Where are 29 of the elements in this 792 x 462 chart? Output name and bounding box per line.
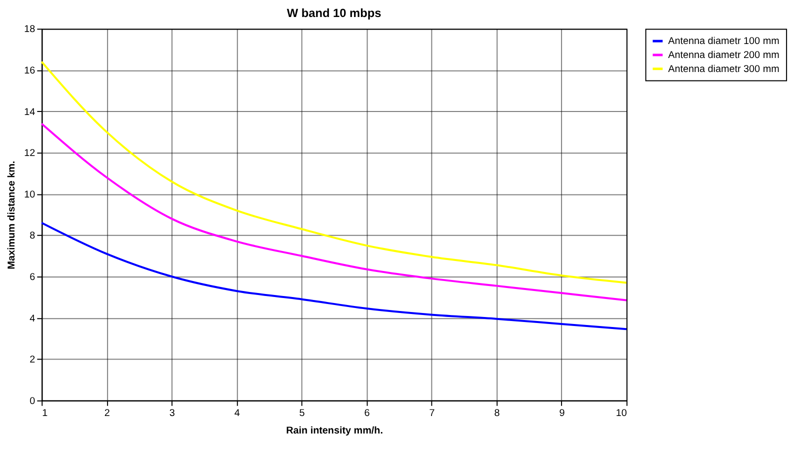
legend-label: Antenna diametr 100 mm: [668, 36, 780, 48]
y-tick-label: 4: [30, 313, 36, 324]
y-tick-label: 14: [24, 106, 36, 118]
line-series: [40, 60, 628, 284]
x-tick-label: 2: [104, 408, 110, 419]
x-tick-label: 1: [42, 408, 48, 419]
y-tick-label: 6: [30, 272, 36, 283]
x-tick-label: 3: [169, 408, 176, 419]
y-tick-label: 0: [30, 396, 36, 407]
x-tick-label: 4: [234, 408, 240, 419]
x-tick-label: 7: [429, 408, 436, 419]
legend-label: Antenna diametr 300 mm: [668, 64, 780, 75]
x-tick-label: 5: [299, 408, 306, 419]
chart-title: W band 10 mbps: [286, 6, 382, 20]
line-series: [40, 122, 628, 302]
y-tick-label: 12: [24, 148, 36, 160]
y-tick-label: 10: [24, 189, 36, 200]
legend-label: Antenna diametr 200 mm: [668, 50, 780, 61]
y-tick-label: 2: [30, 354, 36, 366]
x-tick-label: 10: [616, 408, 628, 419]
x-axis-title: Rain intensity mm/h.: [286, 426, 384, 437]
x-tick-label: 6: [364, 408, 370, 419]
y-axis-title: Maximum distance km.: [6, 160, 18, 270]
x-tick-label: 9: [559, 408, 566, 419]
line-series: [40, 222, 628, 330]
y-tick-label: 16: [24, 65, 36, 76]
y-tick-label: 8: [30, 230, 36, 242]
y-tick-label: 18: [24, 24, 36, 36]
x-tick-label: 8: [494, 408, 500, 419]
